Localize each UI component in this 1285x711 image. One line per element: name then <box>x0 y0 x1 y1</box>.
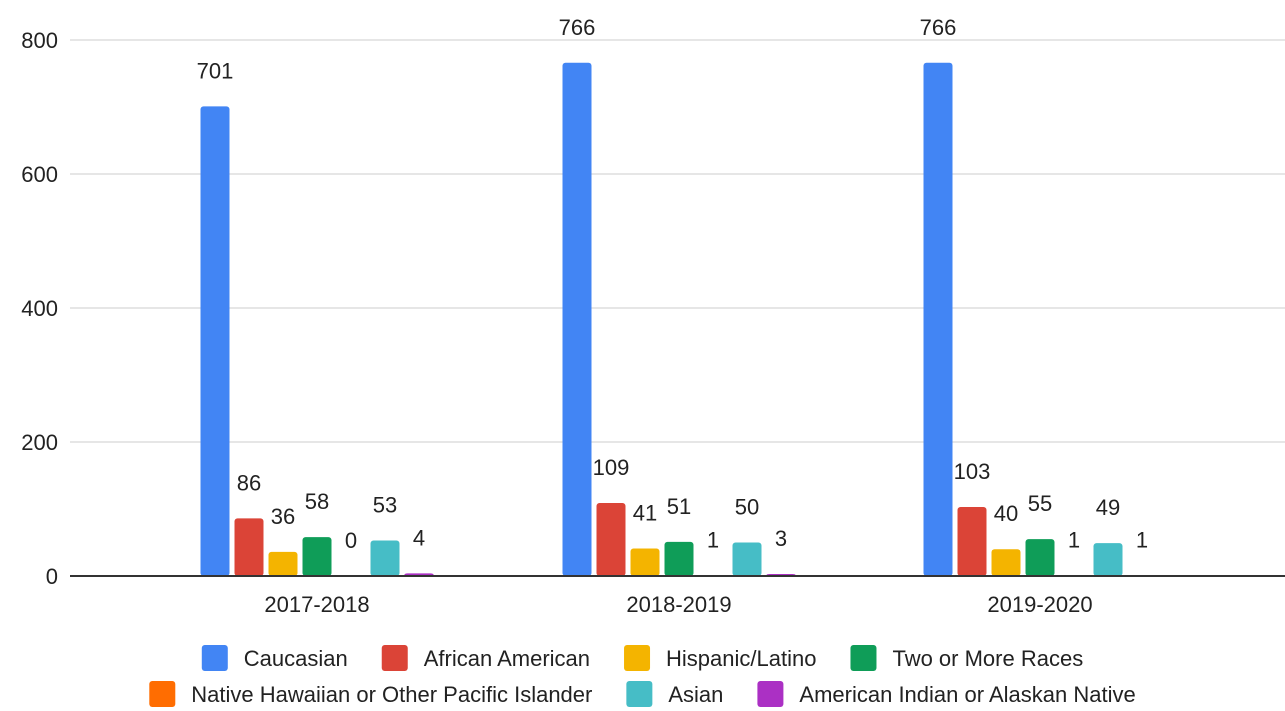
bar <box>268 551 298 576</box>
bar <box>957 506 987 576</box>
data-label: 51 <box>667 494 691 519</box>
gridlines <box>70 39 1285 443</box>
bar <box>630 548 660 576</box>
data-label: 36 <box>271 504 295 529</box>
legend-swatch <box>381 645 408 671</box>
legend-item: African American <box>381 645 590 671</box>
bar <box>596 502 626 576</box>
data-label: 55 <box>1028 491 1052 516</box>
data-label: 766 <box>920 15 957 40</box>
data-label: 58 <box>305 489 329 514</box>
y-axis-ticks: 0 200 400 600 800 <box>21 28 58 589</box>
legend-swatch <box>149 681 176 707</box>
data-label: 1 <box>707 527 719 552</box>
y-tick-label: 0 <box>46 564 58 589</box>
legend-swatch <box>757 681 784 707</box>
bar <box>664 541 694 576</box>
legend-label: Two or More Races <box>892 646 1083 671</box>
data-label: 53 <box>373 492 397 517</box>
data-label: 3 <box>775 526 787 551</box>
bar <box>991 549 1021 576</box>
legend-swatch <box>626 681 653 707</box>
data-label: 86 <box>237 470 261 495</box>
bar <box>1093 543 1123 576</box>
y-tick-label: 400 <box>21 296 58 321</box>
data-label: 49 <box>1096 495 1120 520</box>
bar <box>1025 539 1055 576</box>
y-tick-label: 600 <box>21 162 58 187</box>
data-label: 103 <box>954 459 991 484</box>
bars <box>200 62 1157 576</box>
bar <box>370 540 400 576</box>
data-label: 41 <box>633 501 657 526</box>
legend-label: Hispanic/Latino <box>666 646 816 671</box>
legend-item: Hispanic/Latino <box>624 645 816 671</box>
bar <box>302 537 332 576</box>
bar <box>200 106 230 576</box>
legend-item: Asian <box>626 681 723 707</box>
legend-item: Native Hawaiian or Other Pacific Islande… <box>149 681 592 707</box>
x-category-label: 2018-2019 <box>626 592 731 617</box>
y-tick-label: 200 <box>21 430 58 455</box>
data-label: 701 <box>197 58 234 83</box>
legend-item: American Indian or Alaskan Native <box>757 681 1136 707</box>
legend-item: Two or More Races <box>850 645 1083 671</box>
bar <box>562 62 592 576</box>
bar <box>234 518 264 576</box>
data-label: 4 <box>413 525 425 550</box>
legend-label: Native Hawaiian or Other Pacific Islande… <box>191 682 592 707</box>
legend-label: Asian <box>668 682 723 707</box>
data-label: 1 <box>1136 527 1148 552</box>
legend-swatch <box>201 645 228 671</box>
y-tick-label: 800 <box>21 28 58 53</box>
data-label: 50 <box>735 495 759 520</box>
legend-item: Caucasian <box>201 645 348 671</box>
legend: Caucasian African American Hispanic/Latino… <box>149 645 1136 707</box>
legend-swatch <box>850 645 877 671</box>
x-category-label: 2017-2018 <box>264 592 369 617</box>
bar <box>923 62 953 576</box>
data-label: 766 <box>559 15 596 40</box>
legend-label: Caucasian <box>244 646 348 671</box>
legend-label: American Indian or Alaskan Native <box>799 682 1135 707</box>
x-axis-categories: 2017-2018 2018-2019 2019-2020 <box>264 592 1092 617</box>
x-category-label: 2019-2020 <box>987 592 1092 617</box>
bar <box>732 542 762 576</box>
data-label: 40 <box>994 501 1018 526</box>
legend-swatch <box>624 645 651 671</box>
data-label: 0 <box>345 528 357 553</box>
legend-label: African American <box>424 646 590 671</box>
data-label: 1 <box>1068 527 1080 552</box>
data-label: 109 <box>593 455 630 480</box>
